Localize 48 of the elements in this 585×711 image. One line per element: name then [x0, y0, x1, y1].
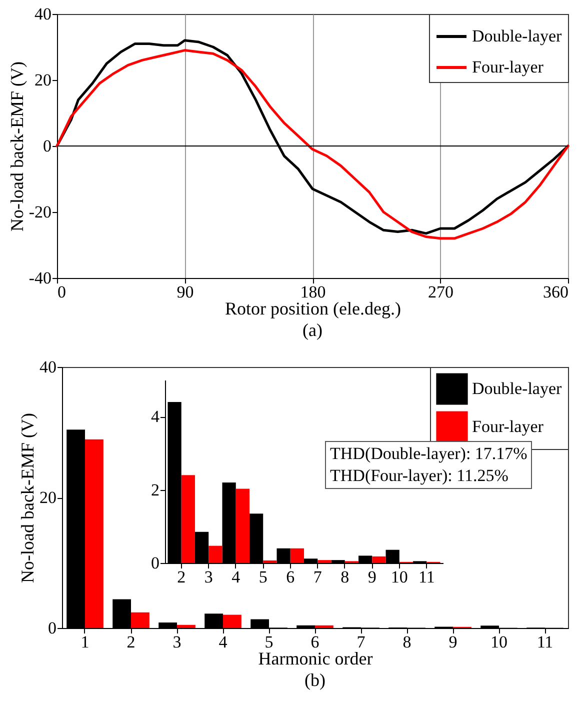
x-tick-label: 6	[310, 632, 320, 652]
x-tick-label: 2	[177, 568, 186, 586]
y-tick-label: 2	[151, 480, 160, 500]
text: (a)	[302, 320, 322, 340]
y-tick-label: 0	[43, 136, 52, 156]
legend-label: Four-layer	[472, 58, 544, 76]
y-tick-label: 40	[34, 4, 52, 24]
x-tick-label: 4	[232, 568, 241, 586]
x-tick-label: 8	[402, 632, 412, 652]
y-tick-label: 20	[40, 488, 56, 507]
x-tick-label: 10	[390, 568, 408, 586]
y-tick-label: 0	[48, 618, 56, 638]
y-tick-label: 20	[34, 70, 52, 90]
x-axis-title: Harmonic order	[258, 648, 373, 668]
y-tick-label: 4	[151, 407, 160, 426]
x-tick-label: 7	[313, 568, 322, 586]
y-axis-title: No-load back-EMF (V)	[18, 413, 38, 583]
x-tick-label: 5	[264, 632, 274, 652]
annotation: THD(Double-layer): 17.17%	[330, 443, 528, 465]
x-tick-label: 360	[543, 282, 568, 302]
x-tick-label: 270	[428, 282, 454, 302]
y-axis-title: No-load back-EMF (V)	[6, 62, 27, 232]
x-tick-label: 7	[356, 632, 366, 652]
legend-label: Four-layer	[472, 417, 544, 436]
x-axis-title: Rotor position (ele.deg.)	[225, 298, 401, 318]
x-tick-label: 1	[80, 632, 90, 652]
x-tick-label: 4	[218, 632, 228, 652]
x-tick-label: 9	[448, 632, 458, 652]
x-tick-label: 11	[418, 568, 435, 586]
text: (b)	[304, 670, 326, 690]
y-tick-label: -20	[28, 202, 52, 222]
x-tick-label: 180	[300, 282, 326, 302]
y-tick-label: 0	[151, 554, 160, 572]
x-tick-label: 5	[258, 568, 268, 586]
y-tick-label: 40	[40, 358, 56, 376]
y-tick-label: -40	[28, 268, 52, 288]
x-tick-label: 90	[176, 282, 194, 302]
x-tick-label: 3	[204, 568, 213, 586]
legend-label: Double-layer	[472, 26, 562, 46]
annotation: THD(Four-layer): 11.25%	[330, 465, 510, 487]
x-tick-label: 3	[172, 632, 182, 652]
x-tick-label: 11	[536, 632, 554, 652]
x-tick-label: 8	[340, 568, 350, 586]
x-tick-label: 10	[490, 632, 508, 652]
x-tick-label: 9	[368, 568, 376, 586]
legend-label: Double-layer	[472, 379, 562, 398]
x-tick-label: 6	[286, 568, 295, 586]
x-tick-label: 2	[126, 632, 136, 652]
